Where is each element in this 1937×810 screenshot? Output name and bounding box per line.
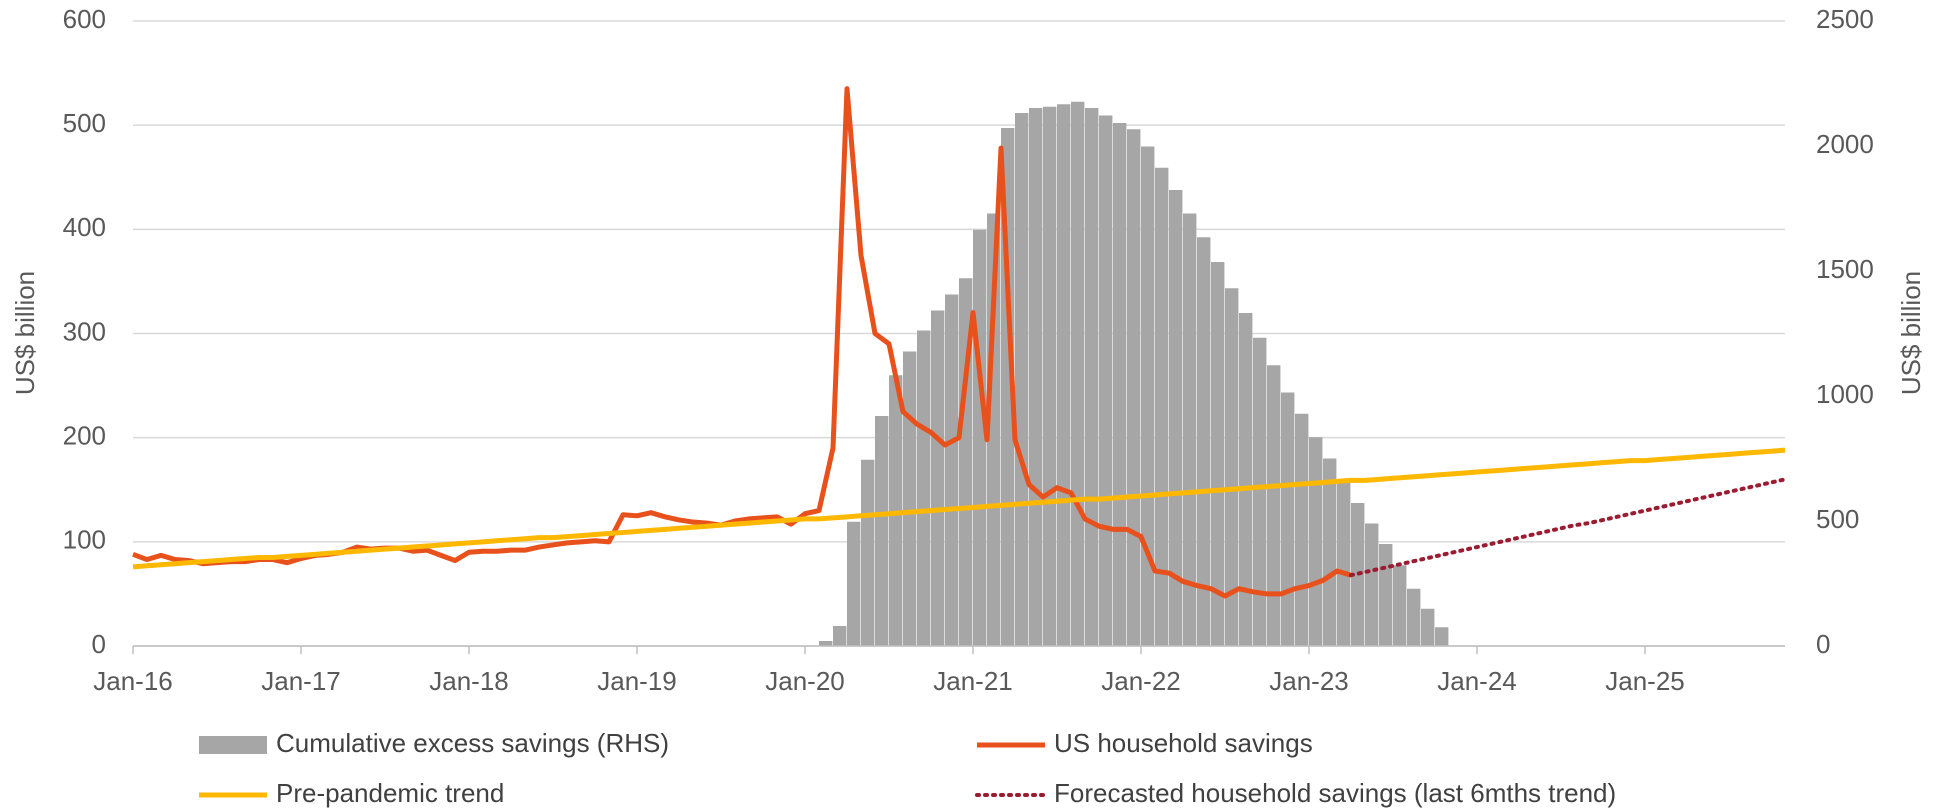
bar [1057,104,1071,646]
bar [1421,608,1435,646]
bar [1015,113,1029,646]
bar [1393,565,1407,646]
legend-label: US household savings [1054,728,1313,758]
x-tick-label: Jan-23 [1269,666,1349,696]
bar [1155,167,1169,646]
bar [1127,129,1141,646]
bar [847,521,861,646]
y2-tick-label: 500 [1816,504,1859,534]
bar [1029,108,1043,646]
bar [833,626,847,646]
y-tick-label: 100 [63,525,106,555]
legend-label: Pre-pandemic trend [276,778,504,808]
bar [1085,108,1099,646]
bar [1281,392,1295,646]
bar [917,330,931,646]
x-tick-label: Jan-25 [1605,666,1685,696]
line [132,447,1786,570]
bar [931,310,945,646]
bar [1295,413,1309,646]
y-axis-title: US$ billion [10,271,40,395]
bar [1197,237,1211,646]
y2-axis-title: US$ billion [1896,271,1926,395]
y2-tick-label: 1500 [1816,254,1874,284]
bar [1211,262,1225,646]
y-tick-label: 200 [63,421,106,451]
bar [1379,544,1393,646]
bar [861,459,875,646]
bar [903,351,917,646]
y-tick-label: 300 [63,316,106,346]
y-tick-label: 500 [63,108,106,138]
legend-label: Forecasted household savings (last 6mths… [1054,778,1616,808]
bar [1253,337,1267,646]
bar [1141,146,1155,646]
y2-tick-label: 2500 [1816,4,1874,34]
x-tick-label: Jan-18 [429,666,509,696]
bar [1239,313,1253,646]
bar [889,375,903,646]
x-tick-label: Jan-22 [1101,666,1181,696]
bar [1309,437,1323,646]
bar [819,641,833,646]
bar [1043,106,1057,646]
x-tick-label: Jan-16 [93,666,173,696]
bar [1407,588,1421,646]
y-tick-label: 400 [63,212,106,242]
lines [132,86,1787,599]
x-tick-label: Jan-19 [597,666,677,696]
bar [1071,101,1085,646]
bar [1169,190,1183,646]
y2-tick-label: 2000 [1816,129,1874,159]
bar [1435,627,1449,646]
y-tick-label: 0 [92,629,106,659]
y-tick-label: 600 [63,4,106,34]
line [1349,477,1787,578]
bar [1225,288,1239,646]
bar [1337,481,1351,646]
bar [875,416,889,646]
x-tick-label: Jan-24 [1437,666,1517,696]
bar [945,294,959,646]
bar [1183,213,1197,646]
x-tick-label: Jan-20 [765,666,845,696]
bar [1267,365,1281,646]
bar [1099,115,1113,646]
y2-tick-label: 1000 [1816,379,1874,409]
x-tick-label: Jan-21 [933,666,1013,696]
legend-label: Cumulative excess savings (RHS) [276,728,669,758]
bars [819,101,1449,646]
legend-swatch [199,736,267,754]
bar [1323,458,1337,646]
bar [1365,523,1379,646]
x-tick-label: Jan-17 [261,666,341,696]
y2-tick-label: 0 [1816,629,1830,659]
bar [1113,123,1127,646]
